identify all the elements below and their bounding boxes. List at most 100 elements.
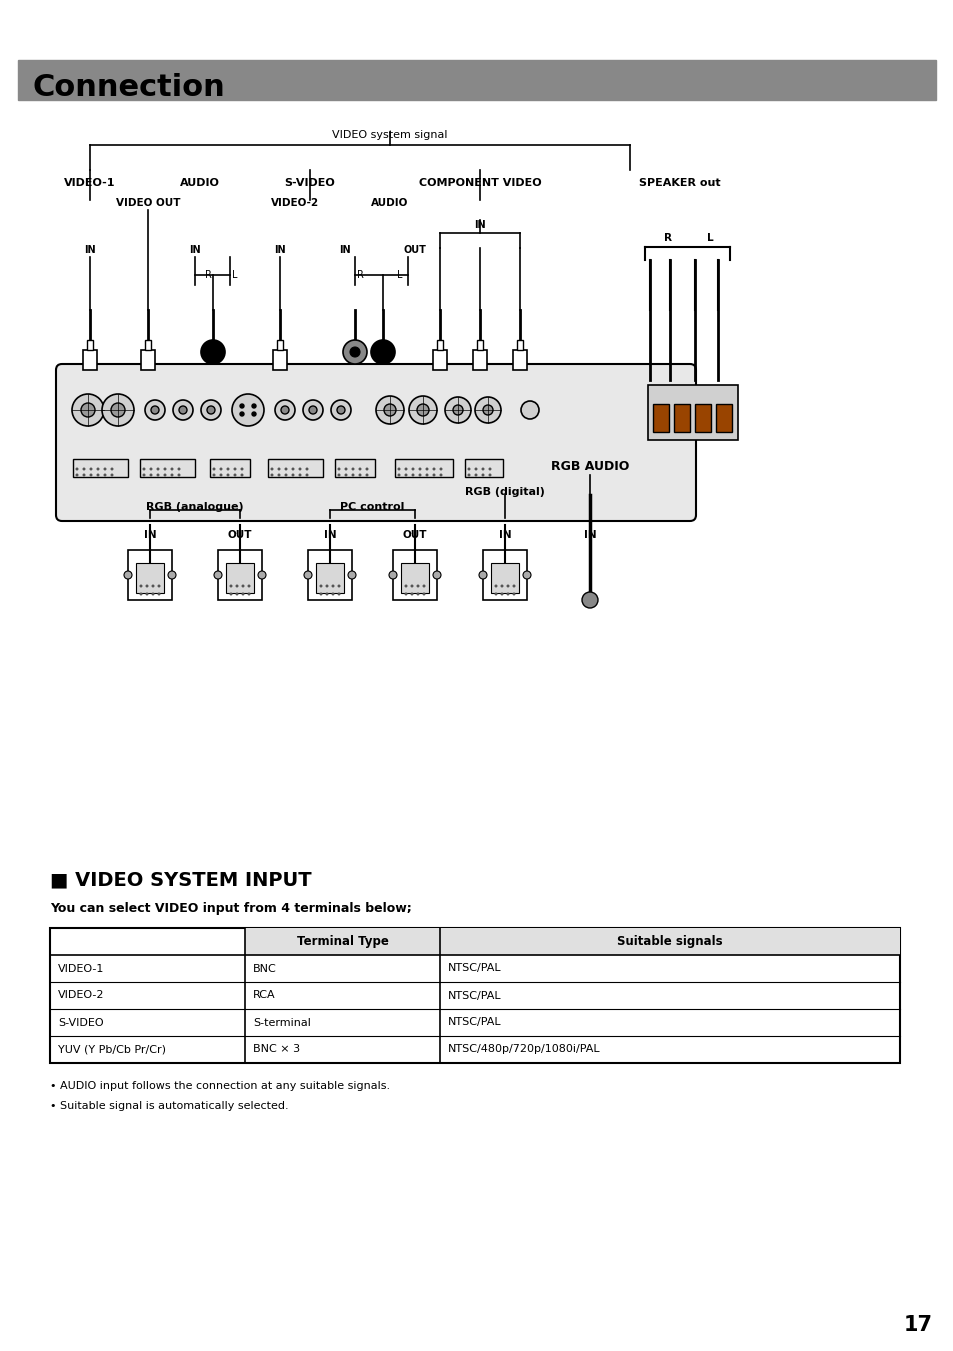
Circle shape (139, 593, 142, 596)
Circle shape (146, 585, 149, 588)
Bar (716, 404, 731, 432)
Circle shape (240, 473, 243, 477)
Bar (210, 459, 250, 477)
Circle shape (284, 467, 287, 470)
Circle shape (82, 473, 86, 477)
Text: RGB (analogue): RGB (analogue) (146, 503, 244, 512)
Circle shape (226, 473, 230, 477)
Bar (140, 459, 194, 477)
Circle shape (377, 347, 388, 357)
Circle shape (494, 585, 497, 588)
Bar (226, 563, 253, 593)
Text: PC control: PC control (339, 503, 404, 512)
Circle shape (82, 467, 86, 470)
Bar (393, 550, 436, 600)
Text: RGB (digital): RGB (digital) (464, 486, 544, 497)
Text: AUDIO: AUDIO (371, 199, 408, 208)
Circle shape (453, 405, 462, 415)
Bar (18, 59, 935, 100)
Circle shape (235, 593, 238, 596)
Bar (273, 350, 287, 370)
Circle shape (233, 467, 236, 470)
Circle shape (171, 473, 173, 477)
Text: Connection: Connection (32, 73, 225, 101)
FancyBboxPatch shape (56, 363, 696, 521)
Circle shape (240, 467, 243, 470)
Text: L: L (232, 270, 237, 280)
Bar (268, 459, 323, 477)
Circle shape (232, 394, 264, 426)
Circle shape (179, 407, 187, 413)
Circle shape (416, 585, 419, 588)
Bar (652, 404, 668, 432)
Circle shape (474, 467, 477, 470)
Circle shape (252, 412, 255, 416)
Circle shape (494, 593, 497, 596)
Circle shape (71, 394, 104, 426)
Circle shape (277, 473, 280, 477)
Circle shape (467, 473, 470, 477)
Text: IN: IN (144, 530, 156, 540)
Circle shape (171, 467, 173, 470)
Text: OUT: OUT (402, 530, 427, 540)
Circle shape (213, 473, 215, 477)
Circle shape (474, 473, 477, 477)
Text: VIDEO system signal: VIDEO system signal (332, 130, 447, 141)
Text: AUDIO: AUDIO (180, 178, 220, 188)
Circle shape (416, 593, 419, 596)
Text: ■ VIDEO SYSTEM INPUT: ■ VIDEO SYSTEM INPUT (50, 870, 312, 889)
Circle shape (284, 473, 287, 477)
Circle shape (298, 467, 301, 470)
Text: 17: 17 (902, 1315, 931, 1335)
Circle shape (230, 585, 233, 588)
Circle shape (305, 467, 308, 470)
Circle shape (213, 467, 215, 470)
Circle shape (75, 467, 78, 470)
Text: R: R (663, 232, 671, 243)
Circle shape (75, 473, 78, 477)
Circle shape (358, 473, 361, 477)
Circle shape (348, 571, 355, 580)
Circle shape (247, 585, 251, 588)
Circle shape (422, 585, 425, 588)
Circle shape (325, 585, 328, 588)
Circle shape (351, 467, 355, 470)
Text: RGB AUDIO: RGB AUDIO (550, 459, 629, 473)
Bar (73, 459, 128, 477)
Circle shape (219, 473, 222, 477)
Circle shape (337, 473, 340, 477)
Bar (476, 340, 482, 350)
Circle shape (208, 347, 218, 357)
Circle shape (157, 593, 160, 596)
Bar (647, 385, 738, 440)
Circle shape (351, 473, 355, 477)
Circle shape (257, 571, 266, 580)
Bar (436, 340, 442, 350)
Circle shape (481, 473, 484, 477)
Circle shape (506, 593, 509, 596)
Circle shape (177, 467, 180, 470)
Text: VIDEO-2: VIDEO-2 (58, 990, 105, 1001)
Text: • Suitable signal is automatically selected.: • Suitable signal is automatically selec… (50, 1101, 289, 1111)
Text: S-VIDEO: S-VIDEO (284, 178, 335, 188)
Circle shape (156, 467, 159, 470)
Circle shape (331, 400, 351, 420)
Text: L: L (396, 270, 402, 280)
Text: IN: IN (474, 220, 485, 230)
Circle shape (478, 571, 486, 580)
Bar (315, 563, 344, 593)
Text: IN: IN (498, 530, 511, 540)
Circle shape (241, 593, 244, 596)
Circle shape (482, 405, 493, 415)
Circle shape (375, 396, 403, 424)
Text: RCA: RCA (253, 990, 275, 1001)
Text: BNC × 3: BNC × 3 (253, 1044, 300, 1055)
Text: IN: IN (323, 530, 336, 540)
Circle shape (111, 473, 113, 477)
Circle shape (305, 473, 308, 477)
Circle shape (343, 340, 367, 363)
Text: You can select VIDEO input from 4 terminals below;: You can select VIDEO input from 4 termin… (50, 902, 412, 915)
Text: R: R (204, 270, 212, 280)
Bar (308, 550, 352, 600)
Circle shape (397, 467, 400, 470)
